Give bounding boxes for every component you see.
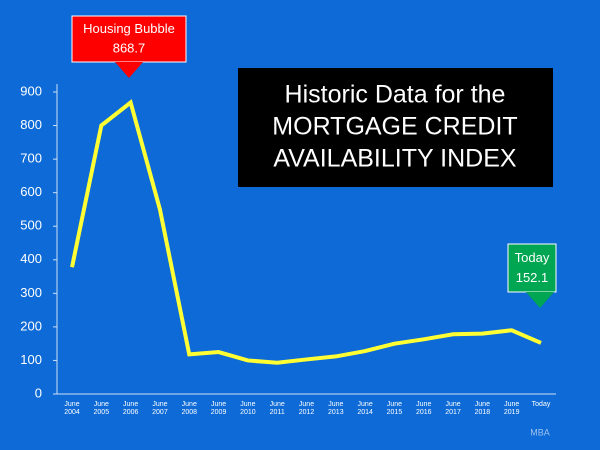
x-tick-label: June 2013 [328, 401, 344, 416]
y-tick-label: 0 [35, 385, 42, 400]
x-tick-label: June 2018 [474, 401, 491, 416]
y-tick-label: 600 [20, 184, 42, 199]
x-tick-label: June 2017 [445, 401, 461, 416]
x-tick-label: June 2014 [357, 401, 373, 416]
x-tick-label: June 2019 [503, 401, 520, 416]
annotation-arrow [526, 292, 554, 308]
y-tick-label: 700 [20, 151, 42, 166]
x-tick-label: Today [531, 401, 551, 408]
title-line: AVAILABILITY INDEX [273, 145, 516, 173]
x-tick-label: June 2008 [181, 401, 198, 416]
x-tick-label: June 2010 [240, 401, 256, 416]
title-box [238, 68, 553, 187]
x-tick-label: June 2006 [122, 401, 139, 416]
annotation-arrow [115, 62, 143, 78]
x-tick-label: June 2012 [298, 401, 315, 416]
y-tick-label: 100 [20, 352, 42, 367]
x-tick-label: June 2016 [415, 401, 432, 416]
y-tick-label: 800 [20, 117, 42, 132]
y-tick-label: 400 [20, 251, 42, 266]
x-tick-label: June 2009 [210, 401, 227, 416]
title-line: MORTGAGE CREDIT [272, 113, 517, 141]
y-tick-label: 500 [20, 218, 42, 233]
annotation-label: 152.1 [516, 270, 549, 285]
x-tick-label: June 2015 [386, 401, 403, 416]
annotation-title: Today [515, 250, 550, 265]
title-line: Historic Data for the [285, 81, 506, 109]
x-tick-label: June 2007 [152, 401, 168, 416]
y-tick-label: 900 [20, 83, 42, 98]
source: MBA [530, 427, 550, 437]
x-tick-label: June 2004 [64, 401, 80, 416]
y-tick-label: 200 [20, 318, 42, 333]
x-tick-label: June 2011 [269, 401, 285, 416]
line [70, 99, 542, 365]
x-tick-label: June 2005 [93, 401, 110, 416]
annotation-title: Housing Bubble [83, 21, 175, 36]
annotation-label: 868.7 [113, 41, 146, 56]
y-tick-label: 300 [20, 285, 42, 300]
